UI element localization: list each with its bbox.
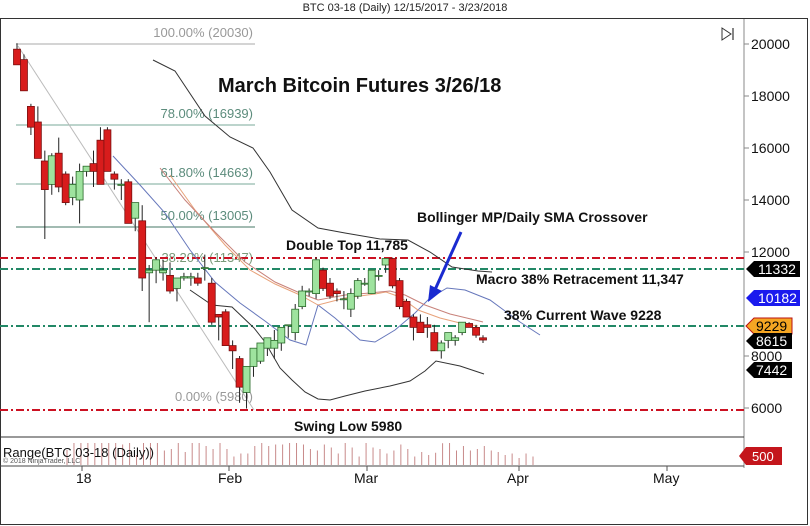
- svg-text:8000: 8000: [751, 348, 782, 364]
- svg-text:100.00% (20030): 100.00% (20030): [153, 25, 253, 40]
- fib-trendline: [17, 45, 255, 411]
- fibonacci-levels: 100.00% (20030) 78.00% (16939) 61.80% (1…: [16, 25, 255, 404]
- price-marker-9229: 9229: [745, 317, 793, 335]
- svg-text:18000: 18000: [751, 88, 790, 104]
- price-marker-11332: 11332: [746, 261, 800, 277]
- candlesticks: [13, 43, 487, 409]
- range-marker-500: 500: [739, 447, 782, 465]
- crossover-arrow-icon: [428, 231, 463, 302]
- svg-text:20000: 20000: [751, 36, 790, 52]
- chart-title: March Bitcoin Futures 3/26/18: [218, 75, 501, 97]
- y-axis-ticks: 20000 18000 16000 14000 12000 8000 6000: [744, 36, 790, 416]
- price-markers: 11332 10182 9229 8615 7442: [745, 261, 800, 378]
- svg-text:9229: 9229: [756, 318, 787, 334]
- svg-text:0.00% (5980): 0.00% (5980): [175, 389, 253, 404]
- svg-text:11332: 11332: [758, 261, 796, 277]
- svg-text:10182: 10182: [758, 290, 797, 306]
- x-axis: 18 Feb Mar Apr May: [76, 466, 679, 486]
- svg-text:18: 18: [76, 470, 92, 486]
- skip-to-end-icon[interactable]: [721, 27, 734, 41]
- current-wave-label: 38% Current Wave 9228: [504, 307, 662, 323]
- macro-label: Macro 38% Retracement 11,347: [476, 271, 684, 287]
- svg-text:38.20% (11347): 38.20% (11347): [161, 250, 253, 265]
- svg-text:12000: 12000: [751, 244, 790, 260]
- svg-text:May: May: [653, 470, 679, 486]
- range-label: Range(BTC 03-18 (Daily)): [3, 445, 154, 460]
- svg-text:78.00% (16939): 78.00% (16939): [160, 106, 253, 121]
- price-marker-10182: 10182: [746, 290, 800, 306]
- key-level-lines: [0, 257, 744, 411]
- svg-text:Feb: Feb: [218, 470, 242, 486]
- double-top-label: Double Top 11,785: [286, 237, 408, 253]
- crossover-label: Bollinger MP/Daily SMA Crossover: [417, 209, 648, 225]
- chart-frame: [0, 18, 808, 525]
- svg-text:50.00% (13005): 50.00% (13005): [160, 208, 253, 223]
- svg-text:7442: 7442: [756, 362, 787, 378]
- svg-text:61.80% (14663): 61.80% (14663): [160, 165, 253, 180]
- svg-text:Mar: Mar: [354, 470, 378, 486]
- svg-text:Apr: Apr: [507, 470, 529, 486]
- window-title: BTC 03-18 (Daily) 12/15/2017 - 3/23/2018: [302, 2, 508, 14]
- svg-text:8615: 8615: [756, 333, 787, 349]
- price-marker-7442: 7442: [746, 362, 792, 378]
- price-marker-8615: 8615: [746, 333, 792, 349]
- svg-text:6000: 6000: [751, 400, 782, 416]
- svg-text:500: 500: [752, 449, 774, 464]
- svg-text:16000: 16000: [751, 140, 790, 156]
- range-indicator-panel: Range(BTC 03-18 (Daily)) © 2018 NinjaTra…: [3, 443, 782, 465]
- copyright: © 2018 NinjaTrader, LLC: [3, 457, 80, 465]
- svg-text:14000: 14000: [751, 192, 790, 208]
- swing-low-label: Swing Low 5980: [294, 418, 402, 434]
